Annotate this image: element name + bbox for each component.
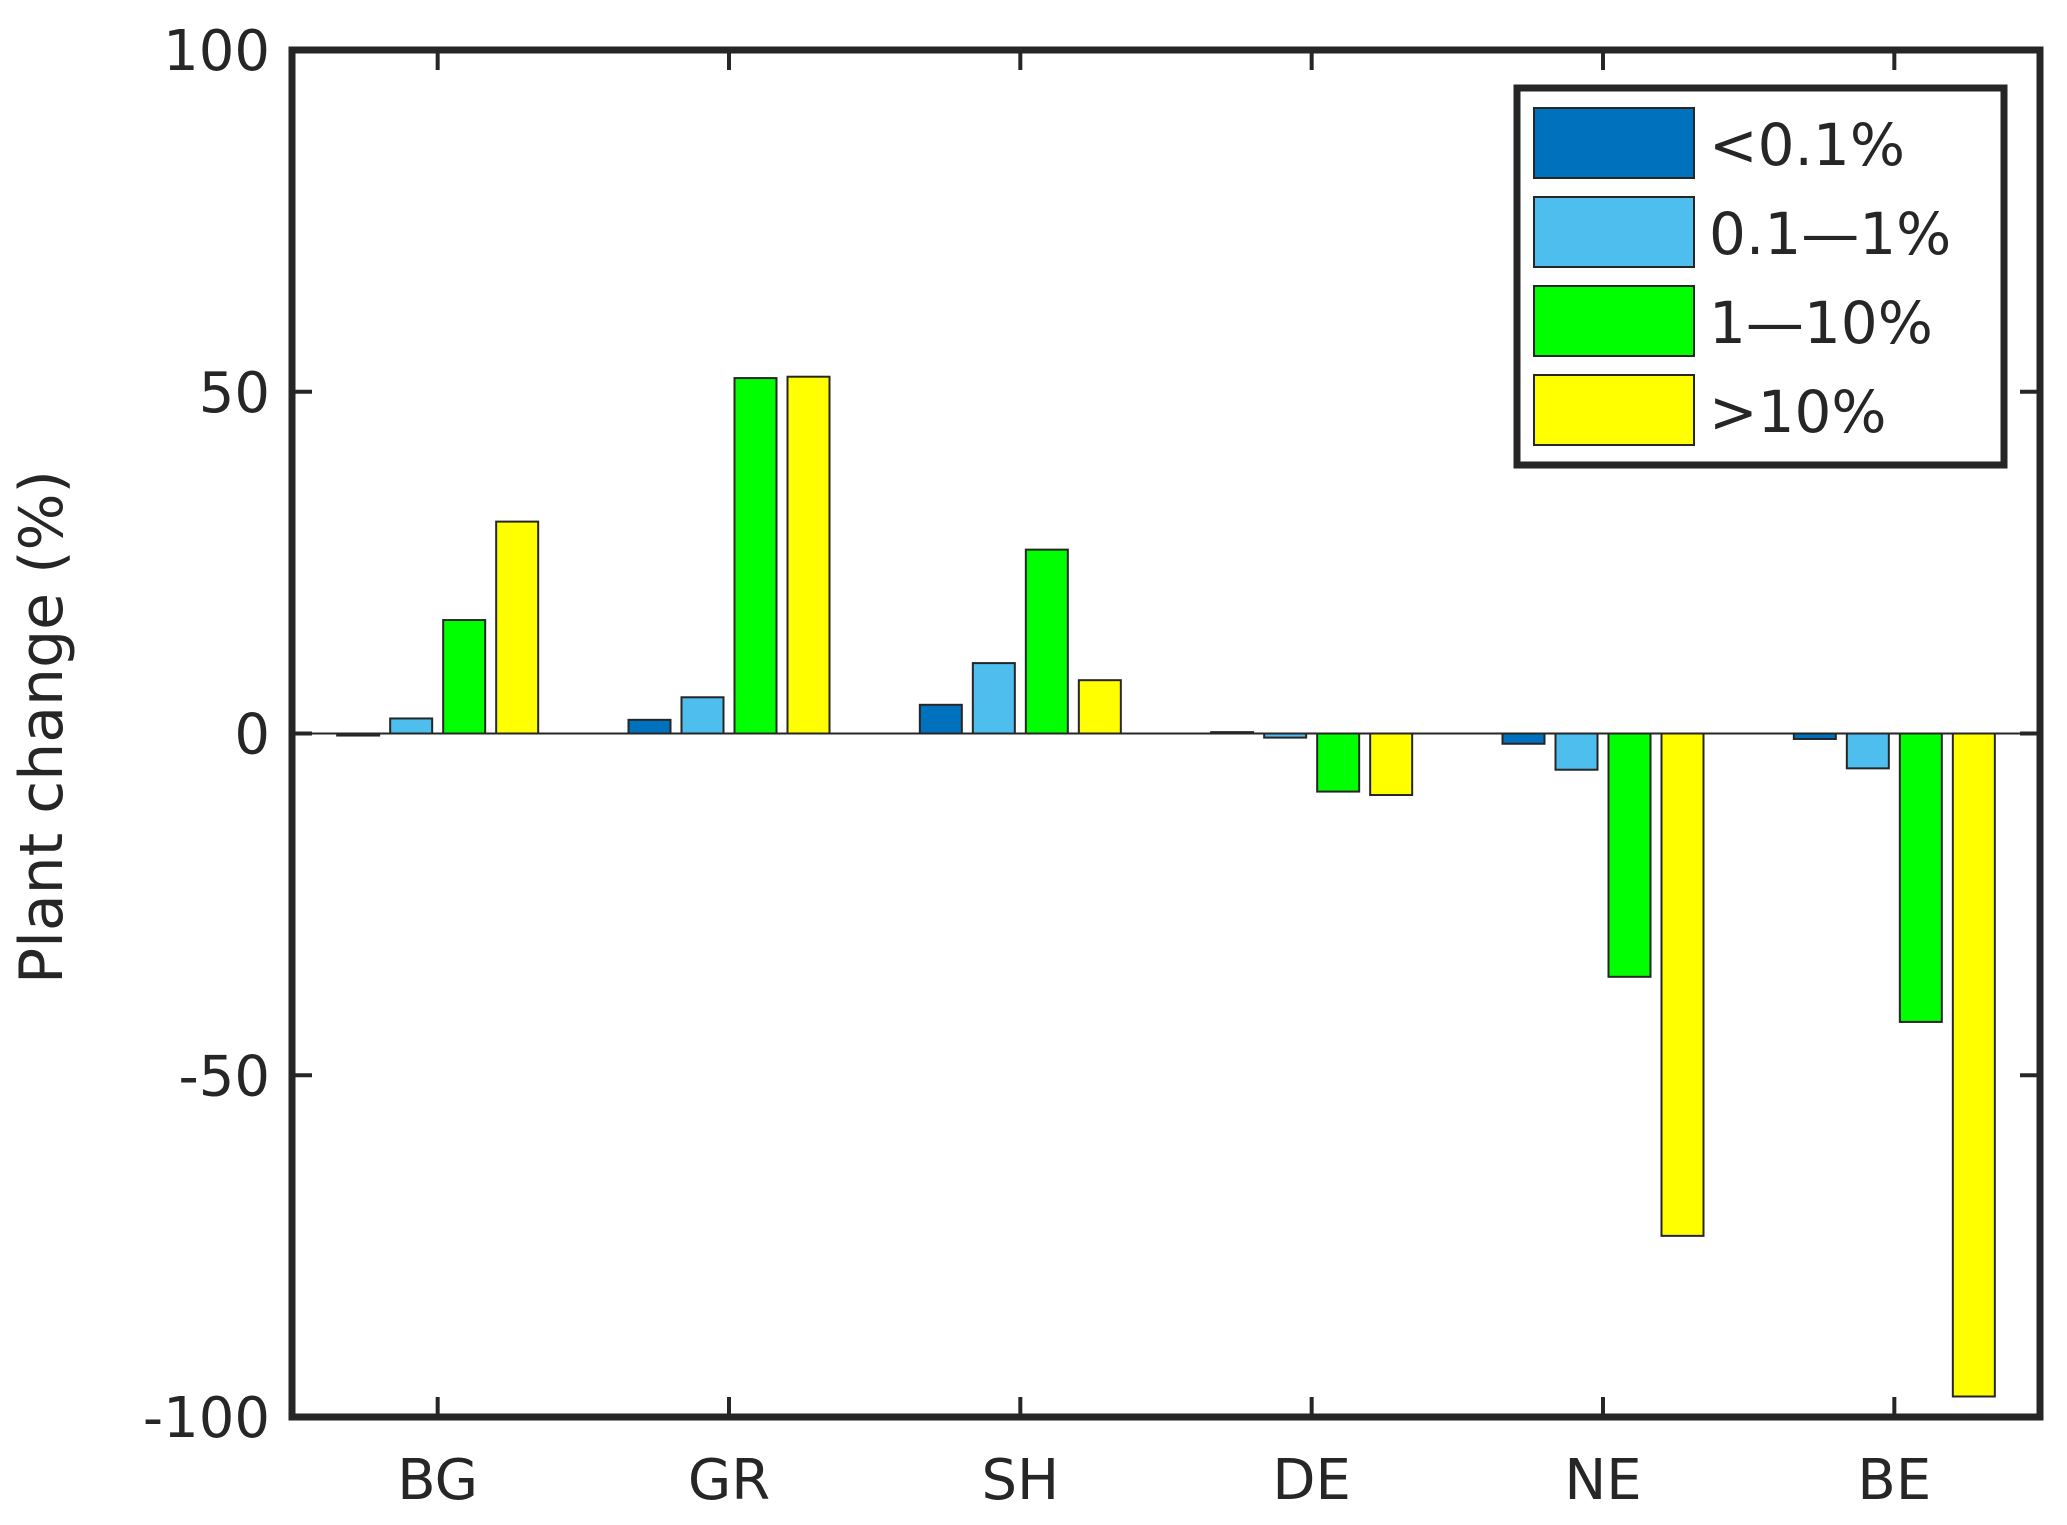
bar-be-series-1 [1845, 732, 1890, 770]
bar-gr-series-0 [627, 718, 672, 735]
legend-label-1: 0.1—1% [1709, 200, 1951, 268]
y-axis-title: Plant change (%) [7, 470, 77, 984]
bar-sh-series-0 [918, 703, 963, 735]
y-tick-label: 0 [234, 703, 270, 768]
bar-ne-series-1 [1554, 732, 1599, 771]
y-tick-label: 100 [163, 19, 270, 84]
axes-group [288, 46, 2044, 1421]
bar-ne-series-0 [1501, 732, 1546, 745]
x-tick-labels: BG GR SH DE NE BE [397, 1448, 1931, 1513]
legend: <0.1% 0.1—1% 1—10% >10% [1513, 84, 2008, 469]
legend-swatch-3 [1533, 374, 1695, 446]
bar-gr-series-1 [680, 696, 725, 735]
bar-ne-series-3 [1660, 732, 1705, 1237]
x-tick-label-de: DE [1272, 1448, 1351, 1513]
bars-group [336, 375, 1996, 1398]
y-tick-label: -50 [179, 1044, 270, 1109]
x-tick-label-be: BE [1857, 1448, 1931, 1513]
x-tick-label-gr: GR [688, 1448, 770, 1513]
bar-bg-series-2 [442, 619, 487, 735]
legend-label-0: <0.1% [1709, 111, 1905, 179]
bar-de-series-3 [1369, 732, 1414, 797]
legend-swatch-2 [1533, 285, 1695, 357]
bar-sh-series-2 [1024, 548, 1069, 735]
bar-gr-series-2 [733, 377, 778, 735]
y-tick-labels: 100 50 0 -50 -100 [143, 19, 270, 1451]
y-tick-label: -100 [143, 1386, 270, 1451]
bar-sh-series-1 [971, 662, 1016, 735]
legend-label-3: >10% [1709, 378, 1887, 446]
bar-be-series-2 [1898, 732, 1943, 1023]
bar-sh-series-3 [1077, 679, 1122, 735]
bar-de-series-2 [1316, 732, 1361, 793]
y-tick-label: 50 [199, 361, 270, 426]
legend-swatch-1 [1533, 196, 1695, 268]
bar-gr-series-3 [786, 375, 831, 735]
bar-ne-series-2 [1607, 732, 1652, 978]
legend-swatch-0 [1533, 107, 1695, 179]
bar-bg-series-3 [495, 520, 540, 735]
x-tick-label-bg: BG [397, 1448, 478, 1513]
legend-label-2: 1—10% [1709, 289, 1933, 357]
x-tick-label-sh: SH [982, 1448, 1060, 1513]
bar-bg-series-1 [389, 717, 434, 735]
bar-be-series-3 [1951, 732, 1996, 1398]
x-tick-label-ne: NE [1564, 1448, 1641, 1513]
